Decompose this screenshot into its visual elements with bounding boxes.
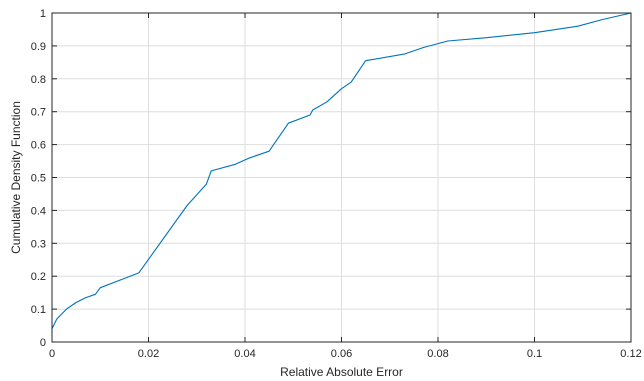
plot-frame — [51, 12, 632, 343]
x-tick-label: 0.06 — [331, 348, 352, 360]
cdf-series-line — [51, 12, 632, 330]
y-tick-label: 0.6 — [31, 140, 46, 152]
y-tick-labels: 0 0.1 0.2 0.3 0.4 0.5 0.6 0.7 0.8 0.9 1 — [31, 8, 46, 349]
y-tick-label: 0.7 — [31, 107, 46, 119]
x-tick-label: 0.1 — [527, 348, 542, 360]
x-tick-label: 0.02 — [138, 348, 159, 360]
x-tick-label: 0.04 — [234, 348, 255, 360]
x-tick-label: 0.08 — [427, 348, 448, 360]
x-axis-title: Relative Absolute Error — [280, 365, 403, 379]
y-tick-label: 0.9 — [31, 41, 46, 53]
y-tick-label: 0.2 — [31, 271, 46, 283]
y-tick-label: 0 — [40, 337, 46, 349]
y-tick-label: 0.4 — [31, 205, 46, 217]
y-tick-label: 0.8 — [31, 74, 46, 86]
series-layer — [51, 12, 632, 330]
x-tick-label: 0 — [49, 348, 55, 360]
y-axis-title: Cumulative Density Function — [9, 101, 23, 254]
y-tick-label: 0.5 — [31, 173, 46, 185]
y-tick-label: 0.3 — [31, 238, 46, 250]
y-tick-label: 1 — [40, 8, 46, 20]
y-tick-label: 0.1 — [31, 304, 46, 316]
x-tick-label: 0.12 — [620, 348, 641, 360]
grid — [51, 12, 632, 343]
x-tick-labels: 0 0.02 0.04 0.06 0.08 0.1 0.12 — [49, 348, 642, 360]
